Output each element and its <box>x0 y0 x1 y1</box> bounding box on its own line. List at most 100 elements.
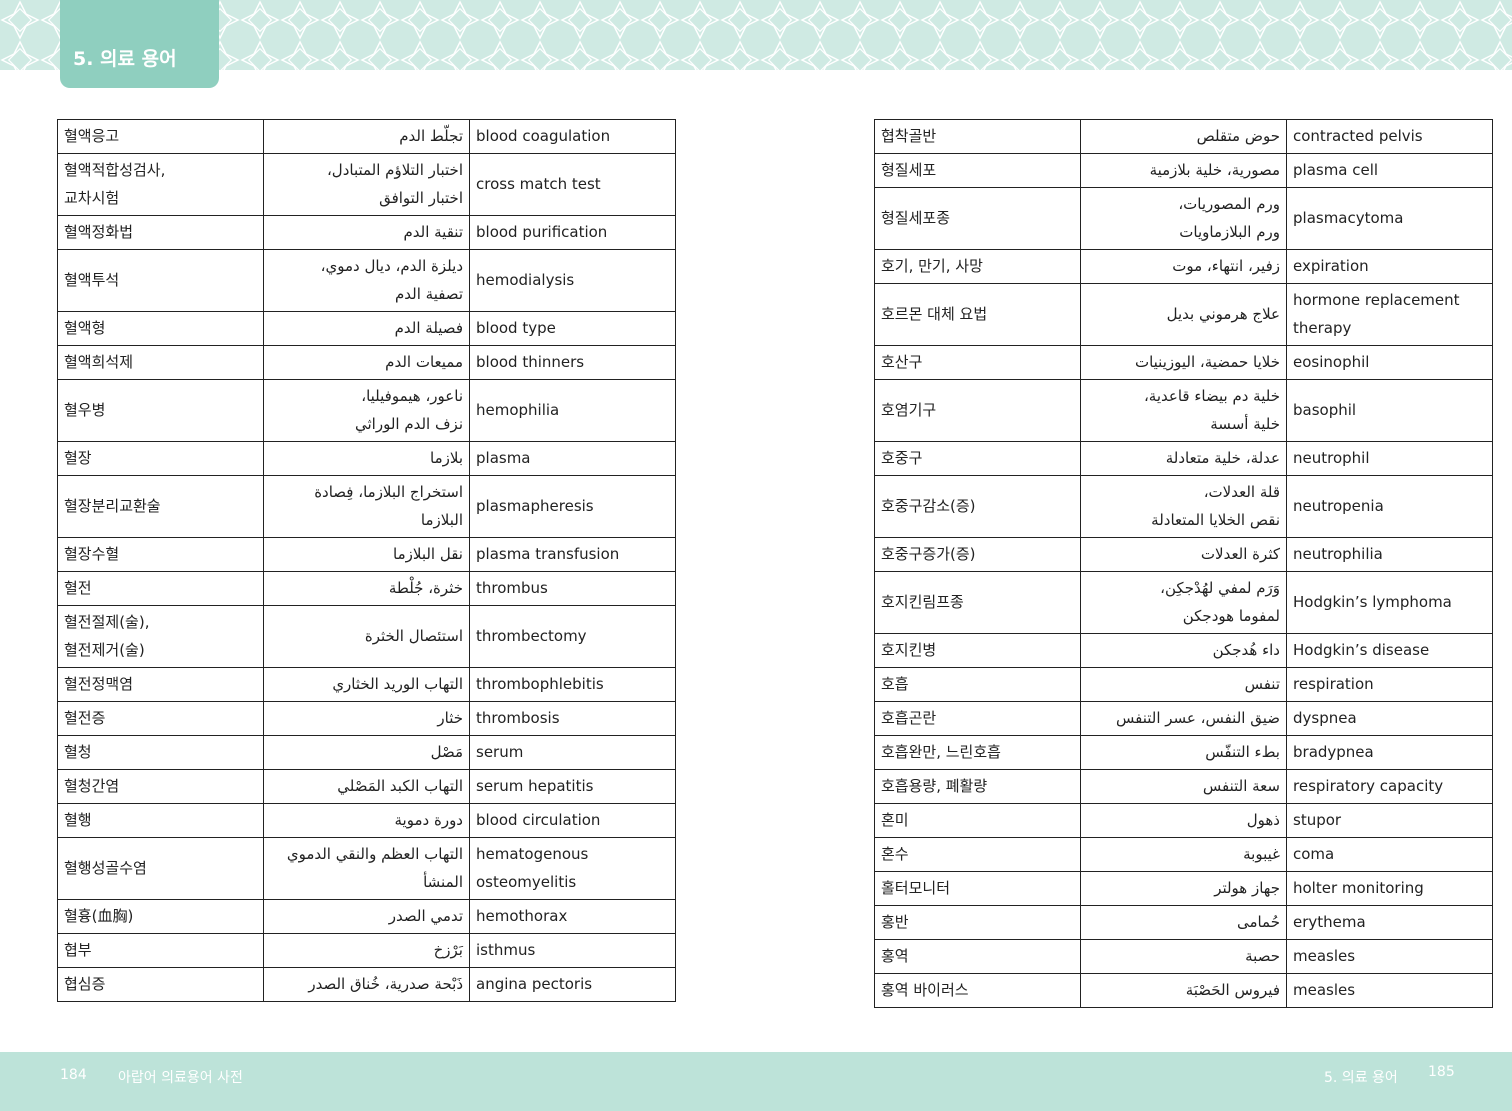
term-row: 호산구 خلايا حمضية، اليوزينيات eosinophil <box>874 345 1493 380</box>
term-row: 혈장 بلازما plasma <box>57 441 676 476</box>
ar-term: مميعات الدم <box>263 345 470 380</box>
book-title: 아랍어 의료용어 사전 <box>118 1070 243 1086</box>
en-term: Hodgkin’s lymphoma <box>1286 571 1493 634</box>
ko-term: 호산구 <box>874 345 1081 380</box>
ko-term: 호염기구 <box>874 379 1081 442</box>
term-row: 홍역 حصبة measles <box>874 939 1493 974</box>
ko-term: 호르몬 대체 요법 <box>874 283 1081 346</box>
ar-term: نقل البلازما <box>263 537 470 572</box>
term-row: 호흡곤란 ضيق النفس، عسر التنفس dyspnea <box>874 701 1493 736</box>
ko-term: 혼수 <box>874 837 1081 872</box>
ar-term: استئصال الخثرة <box>263 605 470 668</box>
ar-term: ضيق النفس، عسر التنفس <box>1080 701 1287 736</box>
ko-term: 홍역 바이러스 <box>874 973 1081 1008</box>
ar-term: قلة العدلات، نقص الخلايا المتعادلة <box>1080 475 1287 538</box>
term-row: 혈행성골수염 التهاب العظم والنقي الدموي المنشأ h… <box>57 837 676 900</box>
ko-term: 형질세포 <box>874 153 1081 188</box>
en-term: plasmapheresis <box>469 475 676 538</box>
ko-term: 혈액정화법 <box>57 215 264 250</box>
ar-term: ناعور، هيموفيليا، نزف الدم الوراثي <box>263 379 470 442</box>
ar-term: سعة التنفس <box>1080 769 1287 804</box>
ko-term: 호흡곤란 <box>874 701 1081 736</box>
en-term: neutropenia <box>1286 475 1493 538</box>
en-term: thrombectomy <box>469 605 676 668</box>
term-row: 혈청 مَصْل serum <box>57 735 676 770</box>
page-number: 184 <box>60 1067 87 1083</box>
en-term: holter monitoring <box>1286 871 1493 906</box>
en-term: Hodgkin’s disease <box>1286 633 1493 668</box>
ko-term: 혈우병 <box>57 379 264 442</box>
ar-term: بطء التنفّس <box>1080 735 1287 770</box>
ar-term: تنقية الدم <box>263 215 470 250</box>
en-term: expiration <box>1286 249 1493 284</box>
term-table: 혈액응고 تجلّط الدم blood coagulation 혈액적합성검사, … <box>57 119 676 1002</box>
ko-term: 형질세포종 <box>874 187 1081 250</box>
en-term: respiratory capacity <box>1286 769 1493 804</box>
ar-term: دورة دموية <box>263 803 470 838</box>
en-term: hemodialysis <box>469 249 676 312</box>
ar-term: خثرة، جُلْطة <box>263 571 470 606</box>
en-term: stupor <box>1286 803 1493 838</box>
term-row: 혈액응고 تجلّط الدم blood coagulation <box>57 119 676 154</box>
ko-term: 호중구감소(증) <box>874 475 1081 538</box>
term-row: 호흡 تنفس respiration <box>874 667 1493 702</box>
en-term: plasma <box>469 441 676 476</box>
ar-term: حُمامى <box>1080 905 1287 940</box>
term-row: 형질세포 مصورية، خلية بلازمية plasma cell <box>874 153 1493 188</box>
ar-term: اختبار التلاؤم المتبادل، اختبار التوافق <box>263 153 470 216</box>
section-title: 5. 의료 용어 <box>1324 1070 1398 1086</box>
en-term: erythema <box>1286 905 1493 940</box>
ar-term: بلازما <box>263 441 470 476</box>
ar-term: داء هُدجكن <box>1080 633 1287 668</box>
en-term: isthmus <box>469 933 676 968</box>
page-number: 185 <box>1428 1064 1455 1080</box>
term-row: 혈전정맥염 التهاب الوريد الخثاري thrombophlebit… <box>57 667 676 702</box>
term-row: 혈청간염 التهاب الكبد المَصْلي serum hepatitis <box>57 769 676 804</box>
ko-term: 협부 <box>57 933 264 968</box>
ko-term: 혈액적합성검사, 교차시험 <box>57 153 264 216</box>
en-term: contracted pelvis <box>1286 119 1493 154</box>
term-row: 혈행 دورة دموية blood circulation <box>57 803 676 838</box>
en-term: blood purification <box>469 215 676 250</box>
ar-term: بَرْزخ <box>263 933 470 968</box>
term-row: 호지킨림프종 وَرَم لمفي لهُدْجكِن، لمفوما هودجك… <box>874 571 1493 634</box>
ko-term: 혈장 <box>57 441 264 476</box>
en-term: neutrophil <box>1286 441 1493 476</box>
en-term: hemothorax <box>469 899 676 934</box>
en-term: plasmacytoma <box>1286 187 1493 250</box>
en-term: blood type <box>469 311 676 346</box>
ko-term: 혈장수혈 <box>57 537 264 572</box>
ar-term: مصورية، خلية بلازمية <box>1080 153 1287 188</box>
ko-term: 혈청 <box>57 735 264 770</box>
term-row: 혈전절제(술), 혈전제거(술) استئصال الخثرة thrombecto… <box>57 605 676 668</box>
en-term: dyspnea <box>1286 701 1493 736</box>
ar-term: استخراج البلازما، فِصادة البلازما <box>263 475 470 538</box>
ko-term: 홀터모니터 <box>874 871 1081 906</box>
ar-term: غيبوبة <box>1080 837 1287 872</box>
ko-term: 혈액형 <box>57 311 264 346</box>
en-term: measles <box>1286 939 1493 974</box>
term-row: 호지킨병 داء هُدجكن Hodgkin’s disease <box>874 633 1493 668</box>
ko-term: 호지킨림프종 <box>874 571 1081 634</box>
ko-term: 홍역 <box>874 939 1081 974</box>
term-row: 호중구증가(증) كثرة العدلات neutrophilia <box>874 537 1493 572</box>
ko-term: 호흡용량, 폐활량 <box>874 769 1081 804</box>
ko-term: 호중구증가(증) <box>874 537 1081 572</box>
ar-term: خثار <box>263 701 470 736</box>
term-row: 협부 بَرْزخ isthmus <box>57 933 676 968</box>
ar-term: التهاب العظم والنقي الدموي المنشأ <box>263 837 470 900</box>
en-term: hormone replacement therapy <box>1286 283 1493 346</box>
ar-term: خلايا حمضية، اليوزينيات <box>1080 345 1287 380</box>
term-row: 협심증 ذَبْحة صدرية، خُناق الصدر angina pecto… <box>57 967 676 1002</box>
ar-term: التهاب الكبد المَصْلي <box>263 769 470 804</box>
ar-term: مَصْل <box>263 735 470 770</box>
term-row: 홍역 바이러스 فيروس الحَصْبَة measles <box>874 973 1493 1008</box>
ko-term: 혈장분리교환술 <box>57 475 264 538</box>
ko-term: 혈행 <box>57 803 264 838</box>
term-row: 혼미 ذهول stupor <box>874 803 1493 838</box>
section-tab: 5. 의료 용어 <box>60 0 219 88</box>
term-row: 호르몬 대체 요법 علاج هرموني بديل hormone replace… <box>874 283 1493 346</box>
ko-term: 혈전증 <box>57 701 264 736</box>
ar-term: ذهول <box>1080 803 1287 838</box>
